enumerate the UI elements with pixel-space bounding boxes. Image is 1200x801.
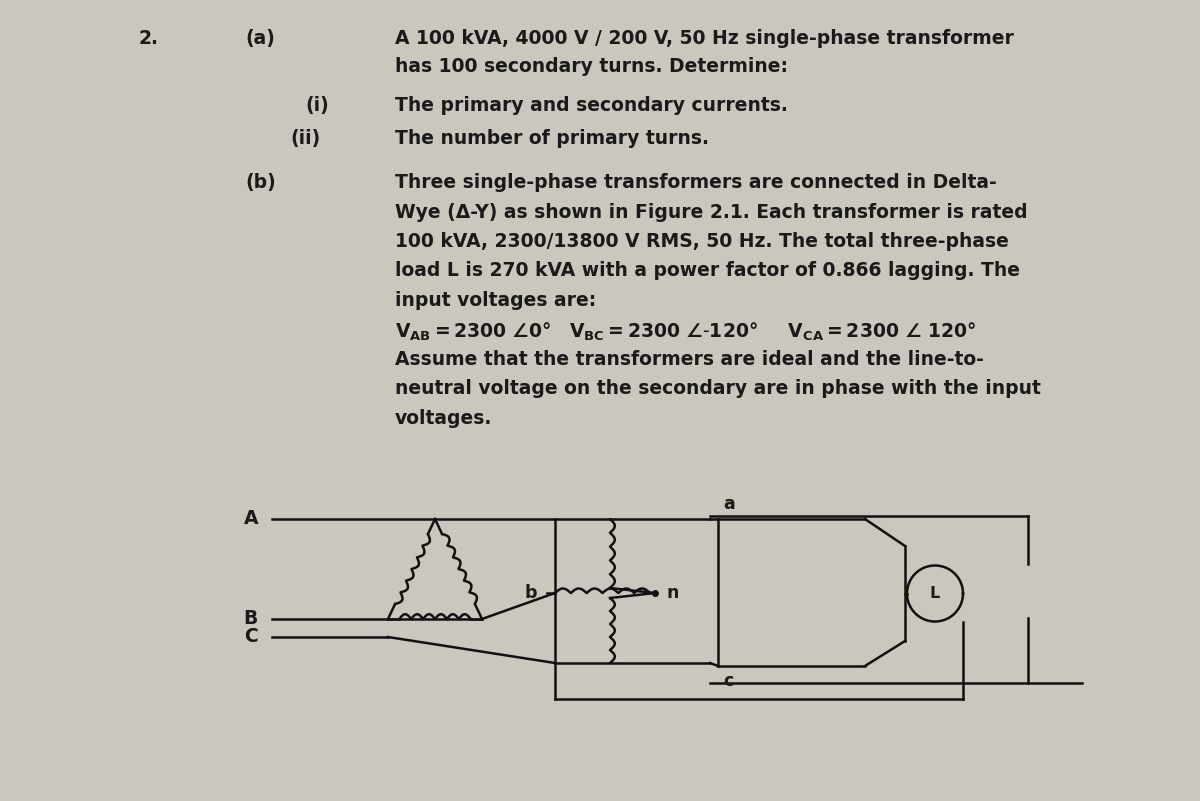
Text: a: a — [722, 495, 734, 513]
Text: b: b — [524, 584, 538, 602]
Text: The number of primary turns.: The number of primary turns. — [395, 129, 709, 148]
Text: Wye (Δ-Y) as shown in Figure 2.1. Each transformer is rated: Wye (Δ-Y) as shown in Figure 2.1. Each t… — [395, 203, 1027, 222]
Text: $\mathbf{V_{AB}}$$\mathbf{ = 2300\ \angle 0°\ \ \ }$$\mathbf{V_{BC}}$$\mathbf{ =: $\mathbf{V_{AB}}$$\mathbf{ = 2300\ \angl… — [395, 320, 976, 343]
Text: 100 kVA, 2300/13800 V RMS, 50 Hz. The total three-phase: 100 kVA, 2300/13800 V RMS, 50 Hz. The to… — [395, 232, 1009, 251]
Text: voltages.: voltages. — [395, 409, 492, 428]
Text: (i): (i) — [305, 96, 329, 115]
Text: 2.: 2. — [138, 29, 158, 48]
Text: c: c — [722, 672, 733, 690]
Text: has 100 secondary turns. Determine:: has 100 secondary turns. Determine: — [395, 57, 788, 76]
Text: (ii): (ii) — [290, 129, 320, 148]
Text: C: C — [245, 627, 258, 646]
Text: input voltages are:: input voltages are: — [395, 291, 596, 310]
Text: Assume that the transformers are ideal and the line-to-: Assume that the transformers are ideal a… — [395, 350, 984, 369]
Text: load L is 270 kVA with a power factor of 0.866 lagging. The: load L is 270 kVA with a power factor of… — [395, 261, 1020, 280]
Text: B: B — [244, 610, 258, 629]
Text: (a): (a) — [245, 29, 275, 48]
Text: n: n — [667, 584, 679, 602]
Text: A 100 kVA, 4000 V / 200 V, 50 Hz single-phase transformer: A 100 kVA, 4000 V / 200 V, 50 Hz single-… — [395, 29, 1014, 48]
Text: L: L — [930, 586, 940, 601]
Text: The primary and secondary currents.: The primary and secondary currents. — [395, 96, 788, 115]
Text: A: A — [244, 509, 258, 529]
Text: (b): (b) — [245, 173, 276, 192]
Text: Three single-phase transformers are connected in Delta-: Three single-phase transformers are conn… — [395, 173, 997, 192]
Text: neutral voltage on the secondary are in phase with the input: neutral voltage on the secondary are in … — [395, 380, 1040, 399]
